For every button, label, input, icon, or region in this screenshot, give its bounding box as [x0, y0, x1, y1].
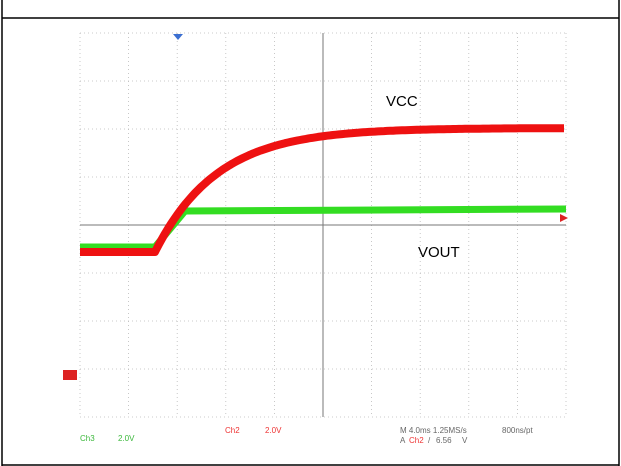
ch2-label: Ch2 — [225, 426, 240, 435]
ch2-scale: 2.0V — [265, 426, 282, 435]
ch3-scale: 2.0V — [118, 434, 135, 443]
trigger-slope: / — [428, 436, 431, 445]
traces — [80, 124, 567, 256]
trigger-level-marker — [560, 214, 568, 222]
timebase: M 4.0ms 1.25MS/s — [400, 426, 467, 435]
vout-label: VOUT — [418, 244, 460, 261]
trigger-source: Ch2 — [409, 436, 424, 445]
trigger-position-marker — [173, 34, 183, 40]
vcc-label: VCC — [386, 93, 418, 110]
trigger-mode: A — [400, 436, 406, 445]
resolution: 800ns/pt — [502, 426, 533, 435]
channel-marker — [63, 370, 77, 380]
vcc-trace — [80, 124, 565, 256]
scope-grid — [79, 32, 567, 418]
trigger-unit: V — [462, 436, 468, 445]
trigger-level: 6.56 — [436, 436, 452, 445]
ch3-label: Ch3 — [80, 434, 95, 443]
